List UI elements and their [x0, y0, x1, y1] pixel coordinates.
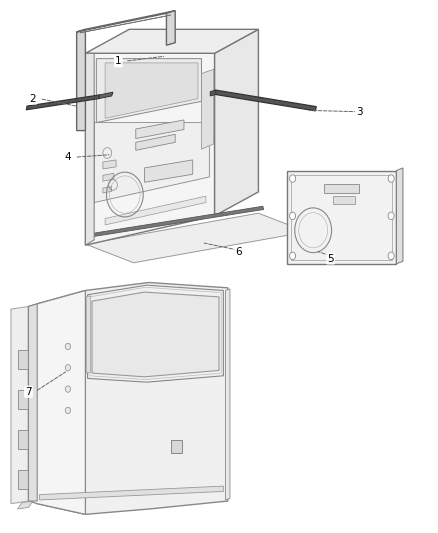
Circle shape	[65, 386, 71, 392]
Polygon shape	[11, 306, 28, 504]
Polygon shape	[77, 11, 175, 32]
Polygon shape	[28, 304, 37, 501]
Polygon shape	[201, 69, 214, 149]
Polygon shape	[85, 29, 258, 53]
Text: 5: 5	[327, 254, 334, 263]
Polygon shape	[166, 11, 175, 45]
Circle shape	[65, 407, 71, 414]
Polygon shape	[145, 160, 193, 182]
Polygon shape	[396, 168, 403, 264]
Text: 7: 7	[25, 387, 32, 397]
Polygon shape	[96, 59, 201, 123]
Polygon shape	[105, 196, 206, 225]
Polygon shape	[171, 440, 182, 453]
Polygon shape	[85, 53, 94, 245]
Polygon shape	[86, 296, 91, 373]
Polygon shape	[215, 90, 316, 111]
Polygon shape	[37, 282, 228, 514]
Polygon shape	[136, 120, 184, 139]
Polygon shape	[85, 206, 264, 238]
Polygon shape	[18, 430, 28, 449]
Polygon shape	[28, 290, 85, 514]
Polygon shape	[85, 53, 215, 245]
Polygon shape	[103, 187, 112, 193]
Polygon shape	[77, 29, 85, 131]
Circle shape	[388, 212, 394, 220]
Polygon shape	[226, 289, 230, 500]
Polygon shape	[18, 470, 28, 489]
Text: 1: 1	[115, 56, 122, 66]
Polygon shape	[99, 92, 113, 99]
Polygon shape	[324, 184, 359, 193]
Circle shape	[290, 252, 296, 260]
Text: 3: 3	[356, 107, 363, 117]
Polygon shape	[105, 63, 198, 118]
Polygon shape	[85, 213, 307, 263]
Circle shape	[388, 175, 394, 182]
Circle shape	[388, 252, 394, 260]
Polygon shape	[210, 90, 216, 96]
Polygon shape	[80, 15, 171, 33]
Polygon shape	[103, 173, 114, 181]
Polygon shape	[39, 486, 223, 500]
Text: 2: 2	[29, 94, 36, 103]
Text: 4: 4	[64, 152, 71, 162]
Polygon shape	[103, 160, 116, 169]
Circle shape	[65, 343, 71, 350]
Polygon shape	[136, 134, 175, 150]
Circle shape	[290, 212, 296, 220]
Polygon shape	[333, 196, 355, 204]
Polygon shape	[18, 501, 33, 509]
Polygon shape	[287, 171, 396, 264]
Polygon shape	[18, 390, 28, 409]
Circle shape	[290, 175, 296, 182]
Circle shape	[65, 365, 71, 371]
Polygon shape	[215, 29, 258, 216]
Polygon shape	[18, 350, 28, 369]
Polygon shape	[94, 123, 209, 203]
Text: 6: 6	[235, 247, 242, 256]
Polygon shape	[26, 95, 100, 110]
Polygon shape	[92, 292, 219, 377]
